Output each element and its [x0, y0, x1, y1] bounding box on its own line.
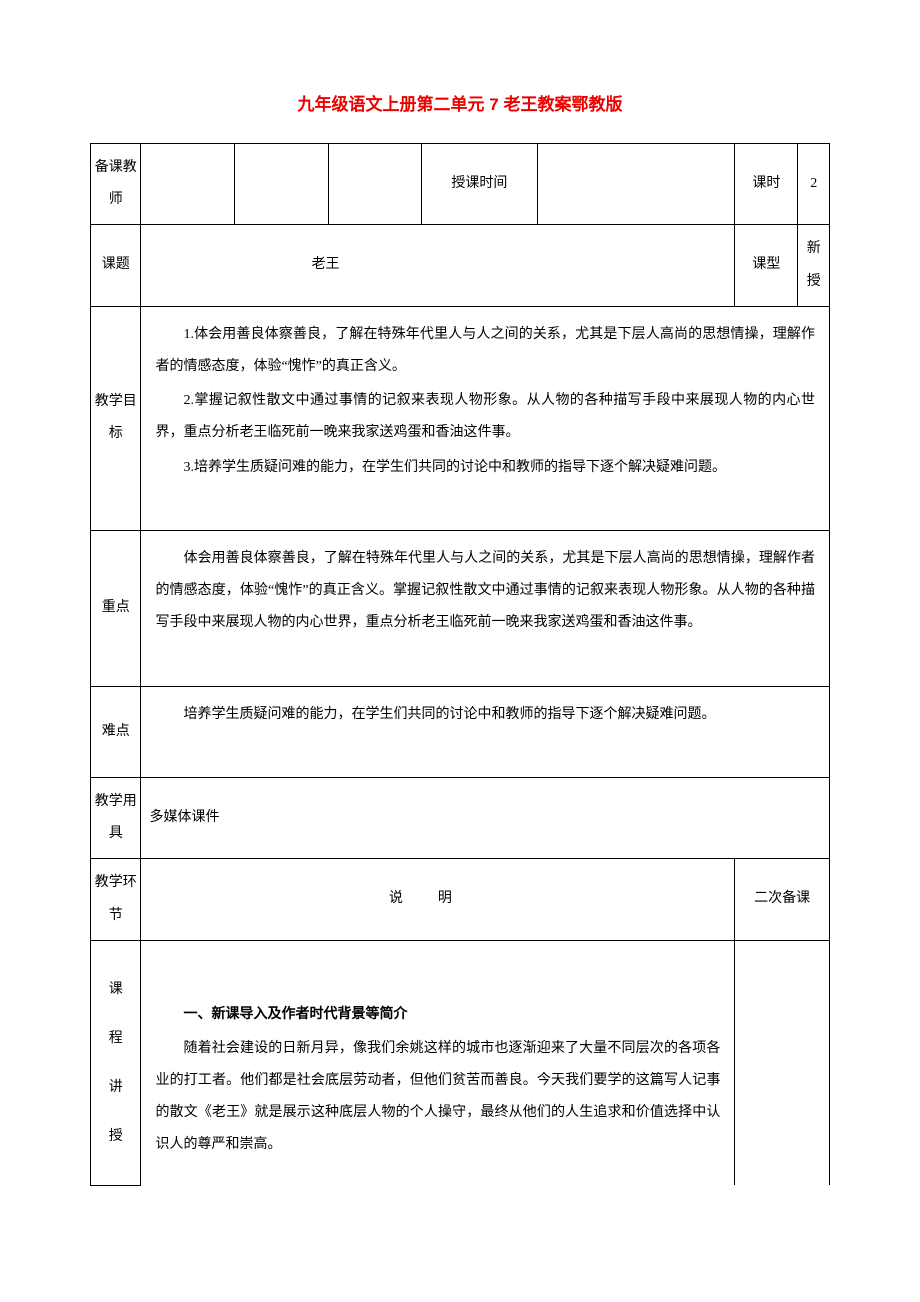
- difficulty-text: 培养学生质疑问难的能力，在学生们共同的讨论中和教师的指导下逐个解决疑难问题。: [155, 699, 815, 731]
- course-char-1: 课: [93, 965, 138, 1014]
- lesson-plan-table: 备课教师 授课时间 课时 2 课题 老王 课型 新授 教学目标 1.体会用善良体…: [90, 143, 830, 1186]
- course-char-2: 程: [93, 1014, 138, 1063]
- row-segment-header: 教学环节 说明 二次备课: [91, 859, 830, 940]
- value-teach-time: [537, 144, 735, 225]
- row-course-content: 课 程 讲 授 一、新课导入及作者时代背景等简介 随着社会建设的日新月异，像我们…: [91, 940, 830, 1185]
- content-difficulty: 培养学生质疑问难的能力，在学生们共同的讨论中和教师的指导下逐个解决疑难问题。: [141, 686, 830, 777]
- label-difficulty: 难点: [91, 686, 141, 777]
- label-second-prep: 二次备课: [735, 859, 830, 940]
- label-topic: 课题: [91, 225, 141, 306]
- objective-2: 2.掌握记叙性散文中通过事情的记叙来表现人物形象。从人物的各种描写手段中来展现人…: [155, 385, 815, 449]
- empty-cell: [328, 144, 422, 225]
- content-tools: 多媒体课件: [141, 778, 830, 859]
- section-heading: 一、新课导入及作者时代背景等简介: [155, 997, 720, 1031]
- label-course: 课 程 讲 授: [91, 940, 141, 1185]
- row-keypoint: 重点 体会用善良体察善良，了解在特殊年代里人与人之间的关系，尤其是下层人高尚的思…: [91, 530, 830, 686]
- value-class-hours: 2: [798, 144, 830, 225]
- label-teach-time: 授课时间: [422, 144, 538, 225]
- row-objectives: 教学目标 1.体会用善良体察善良，了解在特殊年代里人与人之间的关系，尤其是下层人…: [91, 306, 830, 530]
- page-title: 九年级语文上册第二单元 7 老王教案鄂教版: [90, 90, 830, 115]
- row-difficulty: 难点 培养学生质疑问难的能力，在学生们共同的讨论中和教师的指导下逐个解决疑难问题…: [91, 686, 830, 777]
- row-teacher-time: 备课教师 授课时间 课时 2: [91, 144, 830, 225]
- label-objectives: 教学目标: [91, 306, 141, 530]
- value-class-type: 新授: [798, 225, 830, 306]
- label-keypoint: 重点: [91, 530, 141, 686]
- value-teacher: [141, 144, 235, 225]
- label-segment: 教学环节: [91, 859, 141, 940]
- label-teacher: 备课教师: [91, 144, 141, 225]
- course-char-4: 授: [93, 1112, 138, 1161]
- value-topic: 老王: [141, 225, 735, 306]
- content-course: 一、新课导入及作者时代背景等简介 随着社会建设的日新月异，像我们余姚这样的城市也…: [141, 940, 735, 1185]
- keypoint-text: 体会用善良体察善良，了解在特殊年代里人与人之间的关系，尤其是下层人高尚的思想情操…: [155, 543, 815, 640]
- row-topic-type: 课题 老王 课型 新授: [91, 225, 830, 306]
- row-tools: 教学用具 多媒体课件: [91, 778, 830, 859]
- content-keypoint: 体会用善良体察善良，了解在特殊年代里人与人之间的关系，尤其是下层人高尚的思想情操…: [141, 530, 830, 686]
- label-class-type: 课型: [735, 225, 798, 306]
- course-char-3: 讲: [93, 1063, 138, 1112]
- intro-text: 随着社会建设的日新月异，像我们余姚这样的城市也逐渐迎来了大量不同层次的各项各业的…: [155, 1033, 720, 1162]
- label-tools: 教学用具: [91, 778, 141, 859]
- objective-3: 3.培养学生质疑问难的能力，在学生们共同的讨论中和教师的指导下逐个解决疑难问题。: [155, 452, 815, 484]
- label-class-hours: 课时: [735, 144, 798, 225]
- empty-cell: [235, 144, 329, 225]
- objective-1: 1.体会用善良体察善良，了解在特殊年代里人与人之间的关系，尤其是下层人高尚的思想…: [155, 319, 815, 383]
- heading-explain: 说明: [141, 859, 735, 940]
- second-prep-area: [735, 940, 830, 1185]
- content-objectives: 1.体会用善良体察善良，了解在特殊年代里人与人之间的关系，尤其是下层人高尚的思想…: [141, 306, 830, 530]
